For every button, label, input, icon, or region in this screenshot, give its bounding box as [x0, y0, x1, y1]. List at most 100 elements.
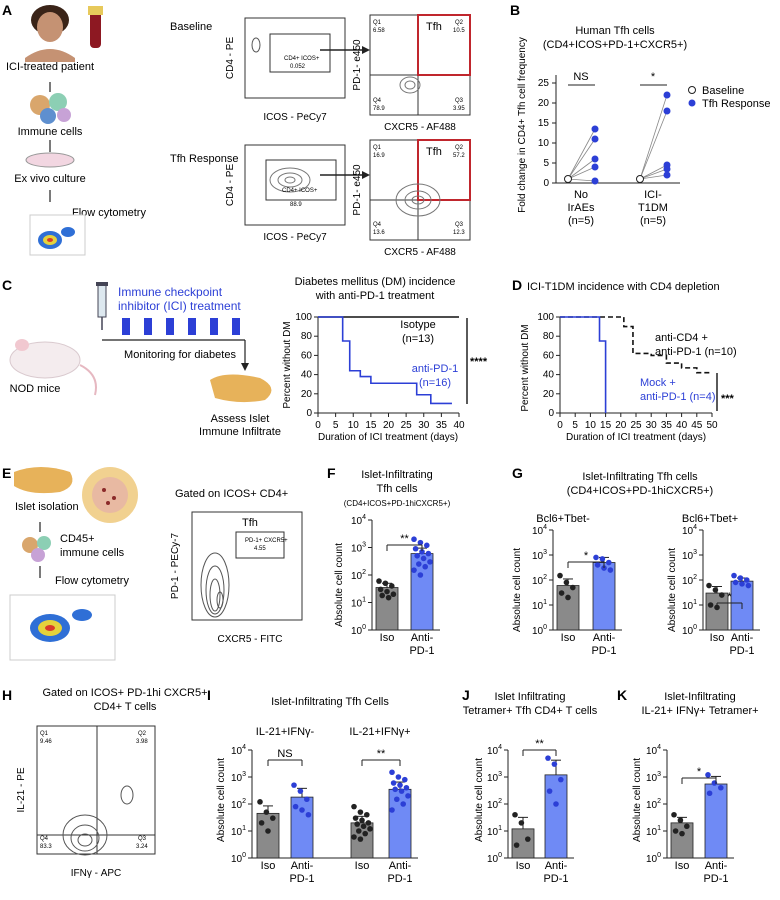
d-sig: *** [721, 393, 735, 405]
i-x4b: PD-1 [387, 873, 412, 885]
x-tick-label: 5 [333, 420, 339, 431]
data-point [553, 801, 559, 807]
x-tick-label: 15 [365, 420, 377, 431]
data-point [402, 776, 408, 783]
data-point [412, 545, 419, 552]
y-tick-label: 60 [301, 350, 313, 361]
h-ylabel: IL-21 - PE [16, 767, 27, 812]
panel-f-letter: F [327, 465, 336, 481]
data-point [558, 776, 564, 783]
panel-h: H Gated on ICOS+ PD-1hi CXCR5+ CD4+ T ce… [2, 687, 208, 879]
x-tick-label: 0 [315, 420, 321, 431]
data-point [684, 823, 690, 830]
data-point [706, 790, 713, 797]
a-pd1-label-2: PD-1- e450 [352, 164, 363, 216]
b-ytick-label: 20 [538, 98, 550, 109]
data-point [360, 823, 367, 830]
h-q1: 9.46 [40, 739, 52, 745]
b-ytick-label: 0 [543, 178, 549, 189]
g1-bar-chart: 100 101 102 103 104 * [532, 524, 622, 637]
c-dose-bars [122, 318, 240, 335]
data-point [606, 559, 612, 566]
j-title-1: Islet Infiltrating [495, 691, 566, 703]
j-ylabel: Absolute cell count [474, 758, 485, 842]
panel-a: A ICI-treated patient Immune cells Ex vi… [2, 2, 471, 258]
bar [544, 774, 568, 859]
k-x2b: PD-1 [703, 873, 728, 885]
data-point [427, 559, 433, 565]
b-g2b: T1DM [638, 202, 668, 214]
y-tick-label: 104 [646, 744, 661, 757]
e-xlabel: CXCR5 - FITC [218, 634, 283, 645]
data-point [744, 577, 750, 583]
e-gated: Gated on ICOS+ CD4+ [175, 488, 288, 500]
c-dose-bar [232, 318, 240, 335]
i-bar-chart: 100 101 102 103 104 NS ** [231, 744, 418, 865]
b-ytick-label: 10 [538, 138, 550, 149]
y-tick-label: 100 [532, 624, 547, 637]
y-tick-label: 104 [532, 524, 547, 537]
data-point [422, 563, 429, 570]
data-point [392, 786, 399, 793]
a-gate-label-2: CD4+ ICOS+ [282, 188, 318, 194]
x-tick-label: 25 [401, 420, 413, 431]
d-xlabel: Duration of ICI treatment (days) [566, 432, 706, 443]
data-point [551, 761, 558, 767]
g2-bar-chart: 100 101 102 103 104 * [682, 524, 760, 637]
data-point [357, 836, 364, 842]
j-x2b: PD-1 [543, 873, 568, 885]
svg-text:Q1: Q1 [373, 20, 382, 26]
data-point [707, 602, 714, 608]
c-banner-2: inhibitor (ICI) treatment [118, 299, 241, 313]
y-tick-label: 102 [532, 574, 547, 587]
data-point [739, 581, 745, 587]
y-tick-label: 0 [306, 408, 312, 419]
x-tick-label: 50 [706, 420, 718, 431]
data-point [299, 807, 305, 813]
a-q3-2: 12.3 [453, 230, 465, 236]
data-point [706, 582, 712, 589]
y-tick-label: 0 [548, 408, 554, 419]
b-ytick-label: 15 [538, 118, 550, 129]
a-cd4-label-2: CD4 - PE [225, 164, 236, 207]
x-tick-label: 40 [676, 420, 688, 431]
data-point [672, 828, 679, 834]
c-dose-bar [188, 318, 196, 335]
data-point [677, 817, 684, 824]
sig-label: ** [535, 738, 544, 750]
e-flow-plot: Tfh PD-1+ CXCR5+ 4.55 PD-1 - PECy-7 CXCR… [170, 511, 303, 645]
panel-j: J Islet Infiltrating Tetramer+ Tfh CD4+ … [462, 687, 598, 885]
b-g2a: ICI- [644, 189, 662, 201]
svg-text:Q4: Q4 [373, 98, 382, 104]
d-mock-line [560, 316, 607, 413]
data-point [546, 788, 553, 794]
b-sig-2: * [651, 71, 656, 83]
f-ylabel: Absolute cell count [334, 543, 345, 627]
data-point [356, 828, 362, 834]
i-title: Islet-Infiltrating Tfh Cells [271, 696, 389, 708]
y-tick-label: 102 [646, 798, 661, 811]
e-ylabel: PD-1 - PECy-7 [170, 533, 181, 600]
b-g2c: (n=5) [640, 215, 666, 227]
panel-d: D ICI-T1DM incidence with CD4 depletion … [512, 277, 737, 443]
e-cells-illustration [22, 536, 51, 562]
y-tick-label: 101 [532, 599, 547, 612]
c-dose-bar [210, 318, 218, 335]
y-tick-label: 101 [487, 825, 502, 838]
data-point [351, 803, 357, 810]
b-legend-baseline: Baseline [702, 85, 744, 97]
b-g1a: No [574, 189, 588, 201]
b-pair-line [567, 138, 596, 180]
a-icos-label-1: ICOS - PeCy7 [263, 112, 327, 123]
f-x2b: PD-1 [409, 645, 434, 657]
data-point [403, 784, 410, 791]
data-point [357, 809, 364, 815]
c-xlabel: Duration of ICI treatment (days) [318, 432, 458, 443]
b-ylabel: Fold change in CD4+ Tfh cell frequency [517, 37, 528, 213]
i-x2b: PD-1 [289, 873, 314, 885]
c-sig: **** [470, 356, 488, 368]
a-pd1-label-1: PD-1- e450 [352, 39, 363, 91]
data-point [400, 801, 407, 807]
data-point [419, 548, 425, 555]
data-point [593, 554, 599, 561]
